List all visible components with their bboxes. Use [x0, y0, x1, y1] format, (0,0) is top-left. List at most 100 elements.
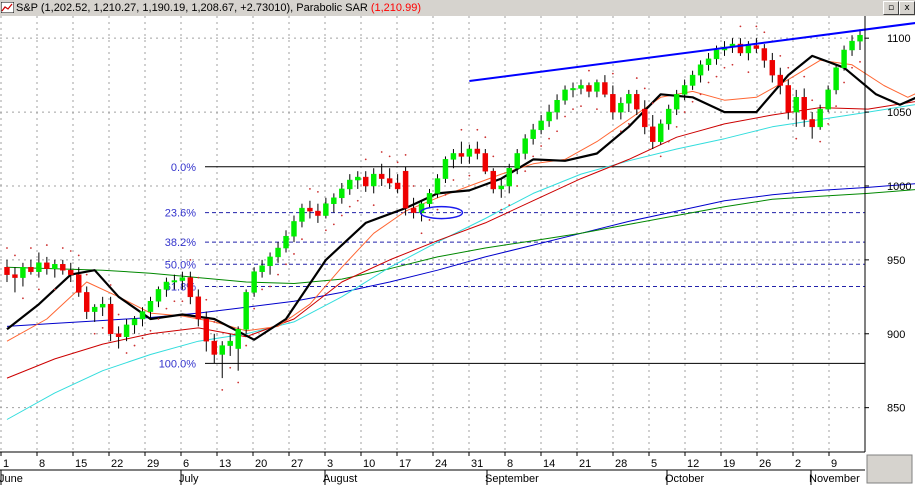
parabolic-sar-dot — [596, 108, 598, 111]
bullish-candle — [498, 185, 504, 190]
x-tick-label: 20 — [255, 458, 267, 470]
month-label: September — [485, 473, 539, 485]
parabolic-sar-dot — [763, 31, 766, 34]
parabolic-sar-dot — [859, 60, 861, 63]
close-button[interactable]: x — [899, 1, 915, 15]
parabolic-sar-dot — [404, 154, 407, 156]
parabolic-sar-dot — [500, 208, 503, 211]
bullish-candle — [123, 324, 130, 337]
month-label: July — [179, 473, 199, 485]
parabolic-sar-dot — [723, 66, 726, 69]
parabolic-sar-dot — [237, 381, 240, 384]
parabolic-sar-dot — [699, 93, 702, 96]
bearish-candle — [777, 74, 784, 86]
parabolic-sar-dot — [460, 128, 463, 131]
bullish-candle — [825, 89, 831, 110]
bullish-candle — [370, 173, 377, 187]
parabolic-sar-dot — [651, 102, 654, 105]
bullish-candle — [291, 221, 297, 237]
parabolic-sar-dot — [675, 125, 678, 128]
month-label: August — [323, 473, 357, 485]
bullish-candle — [243, 292, 249, 330]
x-tick-label: 17 — [399, 458, 411, 470]
cyan-moving-average-line — [6, 104, 915, 420]
parabolic-sar-dot — [731, 63, 734, 66]
bearish-candle — [809, 119, 815, 128]
parabolic-sar-dot — [380, 151, 383, 153]
parabolic-sar-dot — [388, 155, 391, 158]
x-tick-label: 27 — [291, 458, 303, 470]
parabolic-sar-dot — [173, 300, 176, 303]
title-indicator-name: Parabolic SAR — [296, 2, 368, 14]
parabolic-sar-dot — [707, 81, 710, 84]
parabolic-sar-dot — [420, 232, 423, 235]
bearish-candle — [761, 48, 768, 61]
parabolic-sar-dot — [827, 122, 830, 125]
bullish-candle — [36, 262, 42, 272]
parabolic-sar-dot — [85, 273, 88, 276]
bullish-candle — [466, 148, 473, 157]
bullish-candle — [139, 311, 146, 320]
parabolic-sar-dot — [141, 337, 144, 340]
bearish-candle — [76, 274, 82, 293]
parabolic-sar-dot — [277, 273, 279, 276]
bullish-candle — [562, 89, 568, 101]
bullish-candle — [705, 58, 712, 66]
bullish-candle — [275, 247, 281, 258]
bullish-candle — [689, 74, 696, 86]
fib-level-label: 38.2% — [165, 237, 196, 249]
bullish-candle — [657, 123, 664, 142]
parabolic-sar-dot — [53, 288, 56, 291]
parabolic-sar-dot — [452, 179, 455, 181]
parabolic-sar-dot — [635, 77, 638, 79]
x-tick-label: 8 — [39, 458, 45, 470]
corner-box — [866, 454, 913, 484]
plot-background — [0, 16, 915, 489]
bearish-candle — [378, 173, 385, 179]
bullish-candle — [227, 340, 233, 346]
bullish-candle — [793, 97, 799, 113]
x-tick-label: 24 — [435, 458, 447, 470]
bullish-candle — [841, 49, 847, 68]
parabolic-sar-dot — [30, 247, 32, 249]
parabolic-sar-dot — [556, 130, 558, 133]
parabolic-sar-dot — [340, 214, 343, 217]
bullish-candle — [91, 306, 98, 312]
bullish-candle — [299, 207, 305, 222]
parabolic-sar-dot — [261, 288, 263, 291]
bullish-candle — [506, 167, 512, 187]
restore-button[interactable]: ▫ — [883, 1, 899, 15]
x-tick-label: 10 — [363, 458, 375, 470]
parabolic-sar-dot — [245, 344, 248, 347]
bullish-candle — [578, 85, 584, 89]
parabolic-sar-dot — [197, 276, 200, 279]
bullish-candle — [219, 345, 225, 355]
x-tick-label: 13 — [219, 458, 231, 470]
bearish-candle — [634, 94, 640, 110]
bullish-candle — [347, 179, 353, 190]
bearish-candle — [12, 274, 18, 278]
bullish-candle — [331, 197, 337, 204]
bullish-candle — [745, 45, 752, 54]
bullish-candle — [849, 40, 855, 51]
x-tick-label: 26 — [759, 458, 771, 470]
parabolic-sar-dot — [348, 205, 351, 208]
parabolic-sar-dot — [22, 297, 24, 300]
parabolic-sar-dot — [269, 285, 271, 288]
parabolic-sar-dot — [14, 254, 16, 257]
x-tick-label: 5 — [651, 458, 657, 470]
x-tick-label: 29 — [147, 458, 159, 470]
bullish-candle — [179, 277, 186, 281]
parabolic-sar-dot — [659, 155, 662, 158]
parabolic-sar-dot — [412, 185, 415, 187]
parabolic-sar-dot — [739, 25, 742, 28]
parabolic-sar-dot — [6, 247, 8, 249]
parabolic-sar-dot — [843, 81, 845, 84]
bearish-candle — [753, 45, 760, 49]
parabolic-sar-dot — [516, 185, 519, 187]
x-tick-label: 8 — [507, 458, 513, 470]
bearish-candle — [490, 170, 497, 190]
fib-level-label: 0.0% — [171, 162, 196, 174]
fib-level-label: 100.0% — [159, 358, 197, 370]
parabolic-sar-dot — [205, 298, 208, 301]
